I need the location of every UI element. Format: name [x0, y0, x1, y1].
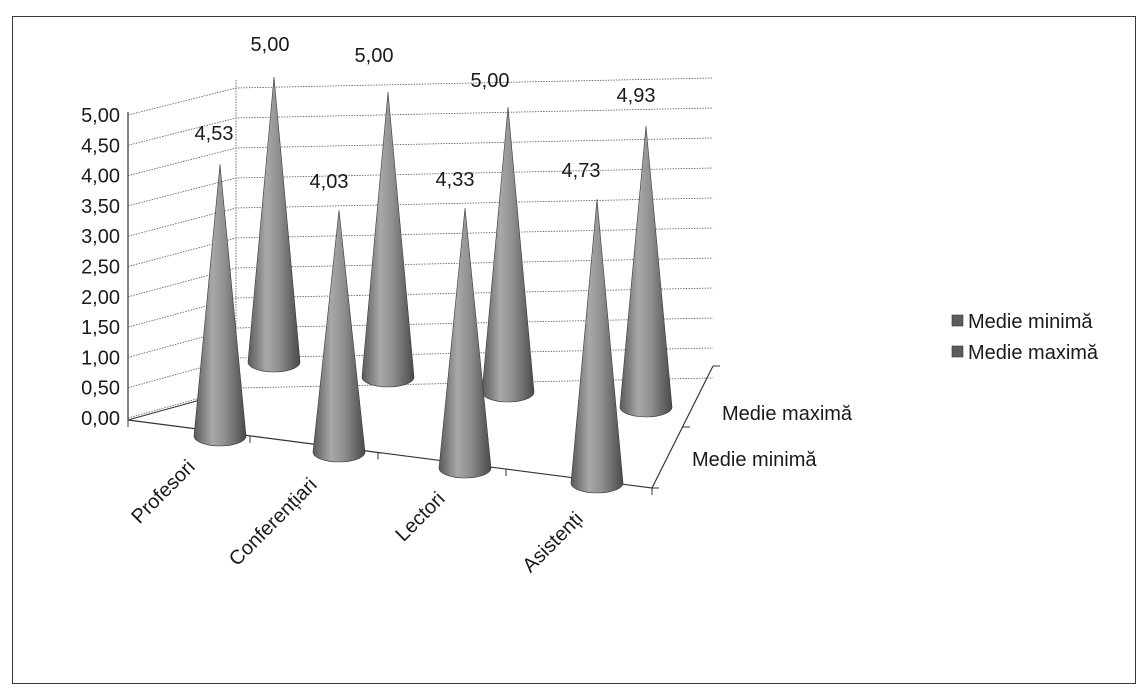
y-tick-label: 4,50 [81, 135, 120, 157]
cone-max-1 [361, 91, 415, 388]
cone-body [361, 91, 415, 388]
cone-body [438, 208, 492, 479]
y-tick-label: 5,00 [81, 105, 120, 127]
y-tick-label: 1,00 [81, 347, 120, 369]
cone-body [481, 106, 535, 403]
data-label: 4,53 [195, 123, 234, 145]
y-tick-label: 3,50 [81, 196, 120, 218]
cone-body [247, 76, 301, 373]
depth-axis-label: Medie minimă [692, 449, 817, 471]
cone-min-2 [438, 208, 492, 479]
cone-min-3 [570, 199, 624, 494]
data-label: 4,33 [436, 169, 475, 191]
cone-body [619, 125, 673, 418]
gridline [127, 317, 714, 358]
cone-body [570, 199, 624, 494]
data-label: 5,00 [355, 45, 394, 67]
cone-max-2 [481, 106, 535, 403]
cone-body [312, 210, 366, 463]
y-tick-label: 1,50 [81, 317, 120, 339]
cone-max-3 [619, 125, 673, 418]
y-tick-label: 0,00 [81, 408, 120, 430]
y-tick-label: 0,50 [81, 378, 120, 400]
data-labels-layer: 5,00 5,00 5,00 4,93 4,53 4,03 4,33 4,73 [195, 34, 656, 193]
cone-min-0 [193, 164, 247, 447]
data-label: 5,00 [471, 70, 510, 92]
legend-swatch [951, 345, 964, 358]
y-tick-label: 2,50 [81, 257, 120, 279]
gridline [127, 257, 714, 298]
gridline [127, 77, 714, 116]
data-label: 4,03 [310, 171, 349, 193]
legend: Medie minimă Medie maximă [951, 311, 1099, 364]
cone-min-1 [312, 210, 366, 463]
data-label: 4,93 [617, 85, 656, 107]
category-label: Profesori [127, 456, 199, 528]
category-label: Conferențiari [225, 474, 322, 571]
cone-max-0 [247, 76, 301, 373]
y-axis-tick-labels: 0,00 0,50 1,00 1,50 2,00 2,50 3,00 3,50 4,00 4,50… [81, 105, 120, 430]
y-tick-label: 4,00 [81, 166, 120, 188]
data-label: 5,00 [251, 34, 290, 56]
y-tick-label: 3,00 [81, 226, 120, 248]
depth-axis-label: Medie maximă [722, 403, 853, 425]
cones-layer [193, 76, 673, 494]
category-label: Asistenți [519, 508, 588, 577]
y-tick-label: 2,00 [81, 287, 120, 309]
depth-axis-labels: Medie minimă Medie maximă [692, 403, 853, 471]
cone-body [193, 164, 247, 447]
data-label: 4,73 [562, 160, 601, 182]
legend-swatch [951, 314, 964, 327]
category-label: Lectori [392, 488, 450, 546]
legend-label: Medie maximă [968, 342, 1099, 364]
category-labels: Profesori Conferențiari Lectori Asistenți [127, 456, 587, 577]
legend-label: Medie minimă [968, 311, 1093, 333]
gridline [127, 287, 714, 328]
